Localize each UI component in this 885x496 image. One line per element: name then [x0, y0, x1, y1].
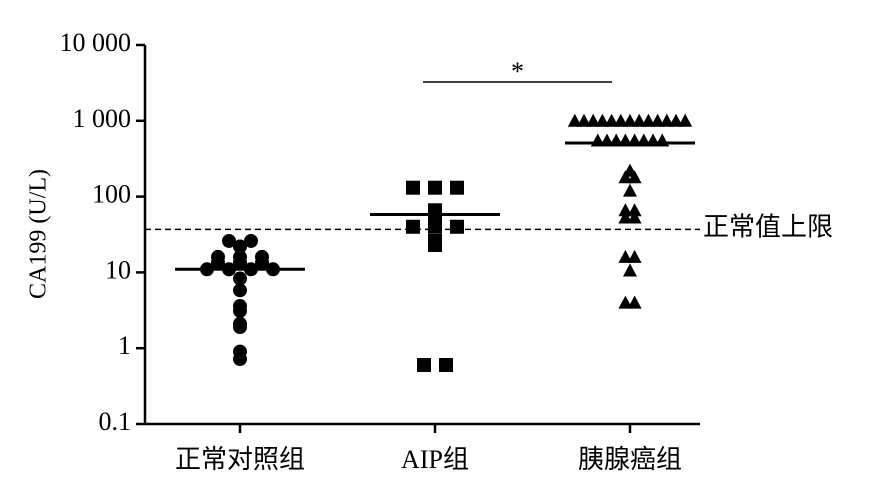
point [627, 203, 642, 217]
point [577, 113, 591, 127]
y-tick-label: 1 000 [73, 104, 132, 133]
point [618, 170, 633, 184]
point [618, 249, 633, 263]
point [428, 219, 442, 234]
point [623, 113, 637, 127]
point [623, 263, 637, 277]
point [233, 255, 247, 270]
point [627, 295, 642, 309]
point [604, 113, 619, 127]
point [233, 239, 247, 254]
point [627, 170, 642, 184]
point [618, 203, 633, 217]
point [233, 283, 247, 298]
x-tick-label: 胰腺癌组 [578, 445, 682, 474]
point [586, 113, 601, 127]
point [428, 237, 442, 252]
point [623, 183, 637, 197]
point [659, 113, 674, 127]
point [439, 358, 453, 373]
point [211, 255, 225, 270]
point [627, 210, 642, 224]
point [678, 113, 693, 127]
point [450, 180, 464, 195]
point [406, 180, 420, 195]
x-tick-label: AIP组 [401, 445, 469, 474]
point [428, 180, 442, 195]
point [627, 249, 642, 263]
point [655, 133, 670, 147]
point [632, 113, 647, 127]
y-tick-label: 10 000 [60, 28, 132, 57]
point [669, 113, 683, 127]
x-tick-label: 正常对照组 [175, 445, 305, 474]
point [244, 233, 258, 248]
point [618, 295, 633, 309]
point [641, 113, 656, 127]
point [233, 303, 247, 318]
point [233, 271, 247, 286]
y-tick-label: 0.1 [99, 407, 132, 436]
point [255, 255, 269, 270]
point [567, 113, 582, 127]
point [417, 358, 431, 373]
point [406, 219, 420, 234]
significance-label: * [511, 57, 524, 86]
reference-label: 正常值上限 [703, 212, 833, 241]
y-tick-label: 10 [105, 255, 131, 284]
point [233, 352, 247, 367]
point [595, 113, 610, 127]
point [222, 233, 236, 248]
point [650, 113, 665, 127]
point [613, 113, 628, 127]
y-tick-label: 1 [118, 331, 131, 360]
y-axis-label: CA199 (U/L) [26, 169, 52, 299]
y-tick-label: 100 [92, 180, 131, 209]
point [233, 320, 247, 335]
point [618, 210, 633, 224]
point [450, 219, 464, 234]
